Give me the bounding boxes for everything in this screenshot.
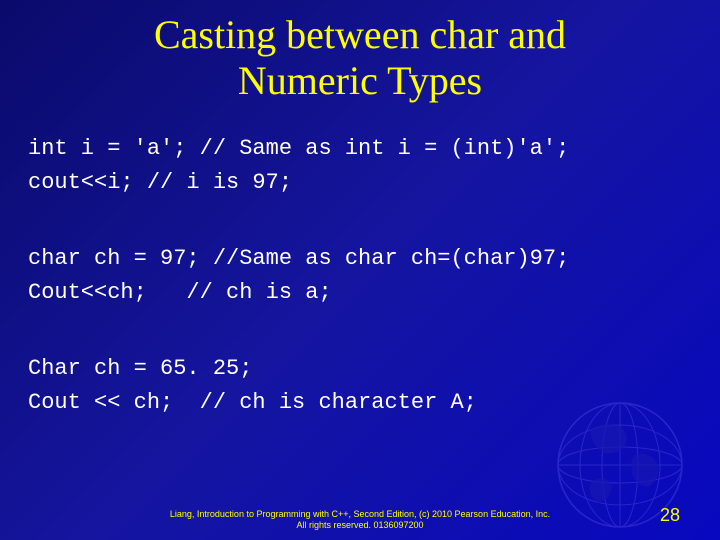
slide-title: Casting between char and Numeric Types xyxy=(0,0,720,104)
footer-citation: Liang, Introduction to Programming with … xyxy=(0,509,720,532)
page-number: 28 xyxy=(660,505,680,526)
footer-line-2: All rights reserved. 0136097200 xyxy=(296,520,423,530)
slide-content: int i = 'a'; // Same as int i = (int)'a'… xyxy=(0,104,720,421)
title-line-1: Casting between char and xyxy=(154,12,566,57)
code-block-1: int i = 'a'; // Same as int i = (int)'a'… xyxy=(28,132,692,200)
code-block-2: char ch = 97; //Same as char ch=(char)97… xyxy=(28,242,692,310)
footer-line-1: Liang, Introduction to Programming with … xyxy=(170,509,550,519)
title-line-2: Numeric Types xyxy=(238,58,482,103)
